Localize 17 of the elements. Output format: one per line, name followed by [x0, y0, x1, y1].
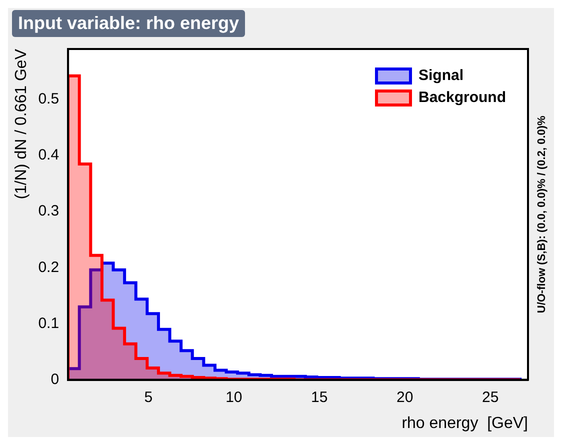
x-tick-label: 10: [226, 388, 242, 406]
x-tick-label: 20: [396, 388, 414, 406]
x-tick-label: 25: [482, 388, 499, 406]
x-tick-label: 5: [144, 388, 153, 406]
y-tick-label: 0.3: [38, 202, 60, 220]
x-axis-title: rho energy [GeV]: [402, 414, 528, 432]
y-tick-label: 0.2: [38, 258, 60, 276]
legend-label: Signal: [418, 67, 464, 84]
y-axis-title: (1/N) dN / 0.661 GeV: [13, 48, 30, 200]
y-tick-label: 0.4: [38, 146, 60, 164]
y-tick-label: 0.1: [38, 314, 60, 332]
y-tick-label: 0: [50, 370, 60, 388]
chart-title: Input variable: rho energy: [12, 10, 246, 37]
text: U/O-flow (S,B): (0.0, 0.0)% / (0.2, 0.0)%: [536, 115, 548, 314]
y-tick-label: 0.5: [38, 90, 60, 108]
x-tick-label: 15: [311, 388, 328, 406]
legend-label: Background: [418, 89, 506, 106]
